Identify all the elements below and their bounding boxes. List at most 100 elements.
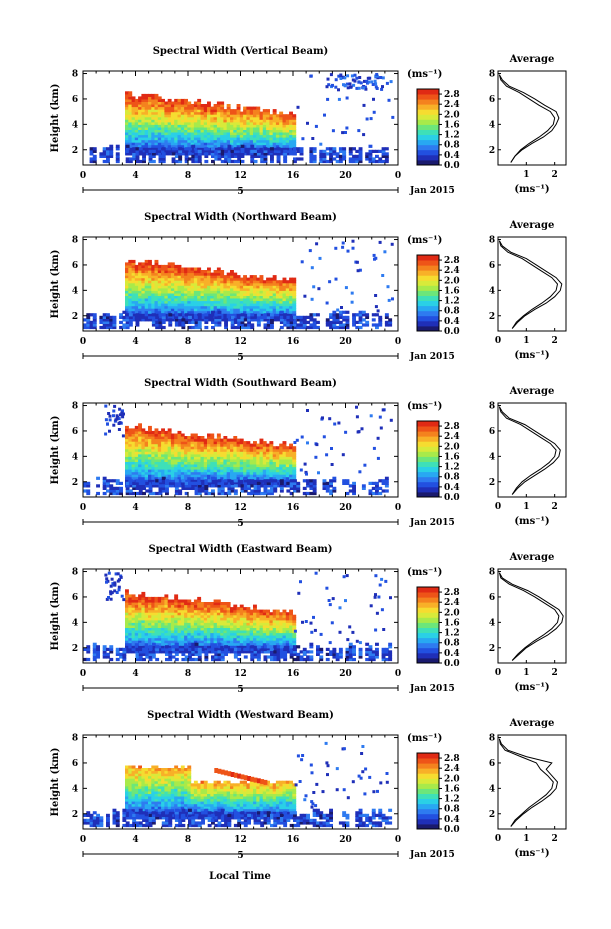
- heatmap-cell: [243, 308, 247, 312]
- heatmap-cell: [157, 612, 162, 616]
- heatmap-cell: [216, 456, 221, 460]
- heatmap-cell: [207, 308, 211, 312]
- heatmap-cell: [170, 292, 175, 296]
- heatmap-cell: [243, 116, 247, 120]
- heatmap-cell: [131, 262, 136, 266]
- heatmap-cell: [375, 87, 379, 90]
- heatmap-cell: [184, 270, 188, 274]
- heatmap-cell: [164, 602, 169, 606]
- heatmap-cell: [259, 124, 264, 128]
- heatmap-cell: [220, 287, 225, 291]
- heatmap-cell: [161, 602, 165, 606]
- heatmap-cell: [203, 121, 208, 125]
- heatmap-cell: [213, 277, 218, 281]
- heatmap-cell: [102, 320, 107, 324]
- heatmap-cell: [348, 157, 353, 161]
- heatmap-cell: [134, 134, 139, 138]
- heatmap-cell: [193, 109, 198, 113]
- heatmap-cell: [247, 481, 251, 485]
- heatmap-cell: [184, 121, 188, 125]
- heatmap-cell: [352, 83, 356, 87]
- heatmap-cell: [285, 308, 290, 312]
- heatmap-cell: [148, 464, 152, 468]
- heatmap-cell: [207, 287, 211, 291]
- heatmap-cell: [134, 280, 139, 284]
- heatmap-cell: [154, 637, 159, 641]
- heatmap-cell: [283, 154, 288, 158]
- heatmap-cell: [187, 308, 192, 312]
- heatmap-cell: [148, 139, 152, 143]
- heatmap-cell: [128, 443, 133, 447]
- heatmap-cell: [92, 149, 97, 153]
- heatmap-cell: [259, 121, 264, 125]
- heatmap-cell: [360, 427, 364, 431]
- colorbar-swatch: [417, 491, 439, 498]
- heatmap-cell: [178, 491, 183, 496]
- heatmap-cell: [151, 464, 156, 468]
- heatmap-cell: [275, 456, 280, 460]
- heatmap-cell: [270, 149, 274, 153]
- heatmap-cell: [355, 313, 360, 317]
- heatmap-cell: [322, 479, 327, 483]
- heatmap-cell: [125, 275, 129, 279]
- heatmap-cell: [239, 305, 244, 309]
- heatmap-cell: [131, 619, 136, 623]
- heatmap-cell: [157, 609, 162, 613]
- heatmap-cell: [141, 451, 146, 455]
- heatmap-cell: [282, 126, 287, 130]
- heatmap-cell: [144, 443, 149, 447]
- heatmap-cell: [167, 428, 172, 432]
- profile-y-tick-label: 4: [489, 120, 495, 130]
- heatmap-cell: [144, 149, 149, 153]
- heatmap-cell: [131, 645, 136, 649]
- heatmap-cell: [391, 115, 395, 119]
- heatmap-cell: [154, 456, 159, 460]
- heatmap-cell: [122, 310, 127, 314]
- heatmap-cell: [216, 104, 221, 108]
- heatmap-cell: [168, 323, 173, 327]
- heatmap-cell: [125, 640, 129, 644]
- heatmap-cell: [210, 303, 215, 307]
- heatmap-cell: [253, 443, 257, 447]
- heatmap-cell: [144, 614, 149, 618]
- heatmap-cell: [128, 139, 133, 143]
- heatmap-cell: [200, 132, 205, 136]
- heatmap-cell: [96, 491, 100, 496]
- heatmap-cell: [236, 129, 241, 133]
- heatmap-cell: [345, 126, 349, 130]
- heatmap-cell: [165, 489, 169, 493]
- heatmap-cell: [125, 132, 129, 136]
- heatmap-cell: [256, 280, 261, 284]
- heatmap-cell: [285, 448, 290, 452]
- heatmap-cell: [213, 456, 218, 460]
- heatmap-cell: [184, 282, 188, 286]
- heatmap-cell: [138, 318, 142, 322]
- heatmap-cell: [236, 469, 241, 473]
- heatmap-cell: [167, 476, 172, 480]
- heatmap-cell: [236, 104, 241, 108]
- heatmap-cell: [164, 277, 169, 281]
- heatmap-cell: [272, 126, 277, 130]
- heatmap-cell: [210, 111, 215, 115]
- heatmap-cell: [164, 630, 169, 634]
- heatmap-cell: [207, 290, 211, 294]
- heatmap-cell: [266, 464, 270, 468]
- heatmap-cell: [161, 292, 165, 296]
- heatmap-cell: [217, 323, 222, 327]
- heatmap-cell: [325, 159, 330, 164]
- heatmap-cell: [352, 486, 356, 490]
- heatmap-cell: [138, 484, 143, 488]
- heatmap-cell: [177, 471, 182, 475]
- heatmap-cell: [128, 609, 133, 613]
- colorbar-tick-label: 2.8: [444, 256, 460, 266]
- heatmap-cell: [164, 471, 169, 475]
- heatmap-cell: [220, 114, 225, 118]
- heatmap-cell: [210, 436, 215, 440]
- heatmap-cell: [368, 152, 373, 156]
- profile-line-upper: [498, 74, 560, 163]
- heatmap-cell: [119, 313, 123, 317]
- heatmap-cell: [269, 484, 274, 488]
- heatmap-cell: [190, 132, 195, 136]
- heatmap-cell: [342, 83, 345, 87]
- heatmap-cell: [134, 443, 139, 447]
